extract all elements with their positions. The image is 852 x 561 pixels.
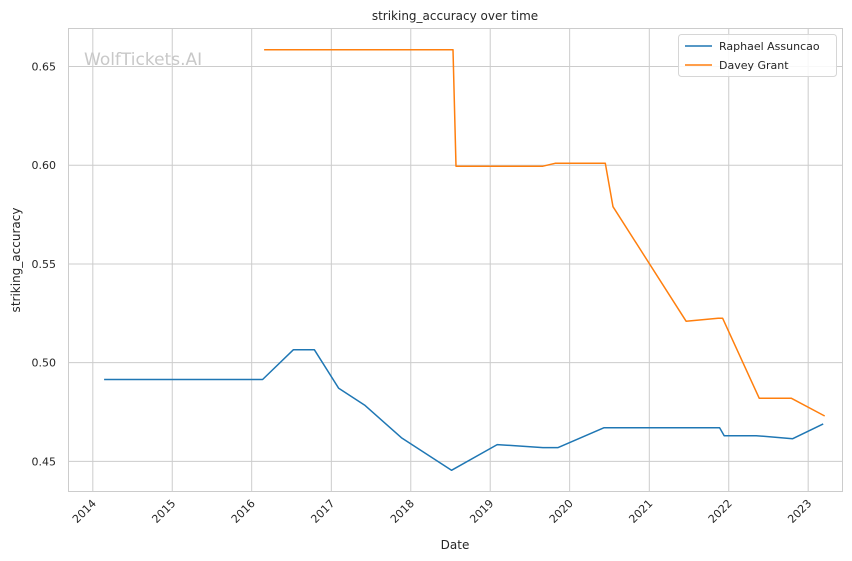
y-tick-labels: 0.45 0.50 0.55 0.60 0.65 — [32, 61, 57, 469]
series-line-davey-grant — [264, 48, 826, 417]
y-tick-label: 0.55 — [32, 258, 57, 271]
y-axis-label: striking_accuracy — [9, 208, 23, 313]
series-line-raphael-assuncao — [104, 349, 824, 472]
chart-title: striking_accuracy over time — [372, 9, 538, 23]
legend-box — [678, 34, 837, 77]
legend-label: Raphael Assuncao — [719, 40, 820, 53]
y-tick-label: 0.65 — [32, 61, 57, 74]
watermark: WolfTickets.AI — [84, 50, 202, 70]
legend-label: Davey Grant — [719, 59, 789, 72]
plot-frame — [68, 28, 843, 492]
x-axis-label: Date — [441, 538, 470, 552]
y-tick-label: 0.60 — [32, 159, 57, 172]
y-tick-label: 0.45 — [32, 455, 57, 468]
legend: Raphael Assuncao Davey Grant — [678, 34, 837, 77]
y-tick-label: 0.50 — [32, 357, 57, 370]
series-layer — [104, 48, 826, 472]
